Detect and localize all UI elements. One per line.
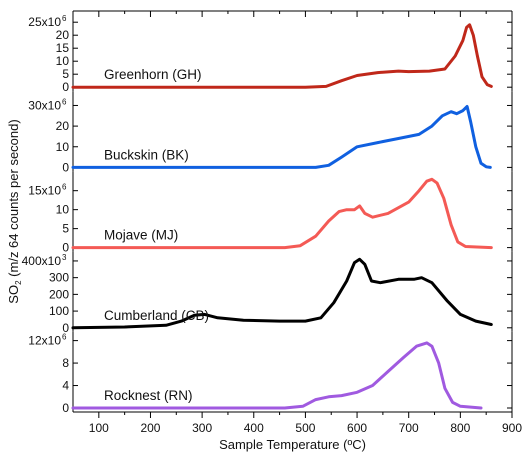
y-tick-label: 12x10 (28, 334, 61, 348)
y-tick-label: 400x10 (22, 254, 62, 268)
y-tick-exponent: 3 (62, 253, 67, 262)
x-tick-label: 300 (192, 421, 212, 435)
series-label-cumberland: Cumberland (CB) (104, 308, 209, 323)
x-tick-label: 500 (295, 421, 315, 435)
series-label-mojave: Mojave (MJ) (104, 228, 178, 243)
x-tick-label: 700 (399, 421, 419, 435)
y-axis-title: SO2 (m/z 64 counts per second) (6, 119, 23, 303)
y-tick-exponent: 6 (62, 97, 67, 106)
y-tick-label: 5 (62, 222, 69, 236)
series-line-rocknest (71, 341, 483, 410)
y-tick-label: 5 (62, 67, 69, 81)
x-axis: 100 200 300 400 500 600 700 800 900 (73, 10, 522, 435)
y-tick-label: 30x10 (28, 98, 61, 112)
y-tick-label: 15 (56, 41, 70, 55)
y-tick-exponent: 6 (62, 14, 67, 23)
y-tick-label: 8 (62, 356, 69, 370)
y-tick-label: 20 (56, 28, 70, 42)
x-axis-title: Sample Temperature (ºC) (219, 437, 366, 452)
y-tick-label: 25x10 (28, 15, 61, 29)
y-axis-title-main: SO (6, 285, 21, 304)
panel-mojave: 0 5 10 15x10 6 Mojave (MJ) (28, 171, 513, 255)
y-tick-label: 100 (49, 304, 69, 318)
panel-cumberland: 0 100 200 300 400x10 3 Cumberland (CB) (22, 251, 513, 335)
x-tick-label: 800 (450, 421, 470, 435)
y-tick-label: 10 (56, 54, 70, 68)
y-tick-label: 200 (49, 287, 69, 301)
x-tick-label: 200 (140, 421, 160, 435)
y-tick-label: 0 (62, 80, 69, 94)
y-tick-label: 20 (56, 119, 70, 133)
y-tick-label: 10 (56, 203, 70, 217)
y-tick-label: 4 (62, 379, 69, 393)
x-tick-label: 600 (347, 421, 367, 435)
y-axis-title-subscript: 2 (14, 280, 23, 285)
x-tick-label: 100 (89, 421, 109, 435)
y-axis-title-rest: (m/z 64 counts per second) (6, 119, 21, 280)
series-line-greenhorn (71, 23, 493, 89)
panel-buckskin: 0 10 20 30x10 6 Buckskin (BK) (28, 91, 513, 174)
series-line-mojave (71, 177, 493, 250)
series-line-buckskin (71, 105, 492, 169)
series-line-cumberland (71, 257, 493, 330)
y-tick-label: 0 (62, 401, 69, 415)
y-tick-label: 300 (49, 271, 69, 285)
x-tick-label: 400 (244, 421, 264, 435)
y-tick-label: 10 (56, 140, 70, 154)
y-tick-label: 15x10 (28, 184, 61, 198)
series-label-buckskin: Buckskin (BK) (104, 147, 189, 162)
series-label-rocknest: Rocknest (RN) (104, 388, 193, 403)
y-tick-exponent: 6 (62, 183, 67, 192)
y-tick-exponent: 6 (62, 333, 67, 342)
y-tick-label: 0 (62, 160, 69, 174)
y-tick-label: 0 (62, 241, 69, 255)
y-tick-label: 0 (62, 321, 69, 335)
series-label-greenhorn: Greenhorn (GH) (104, 67, 202, 82)
x-tick-label: 900 (502, 421, 522, 435)
